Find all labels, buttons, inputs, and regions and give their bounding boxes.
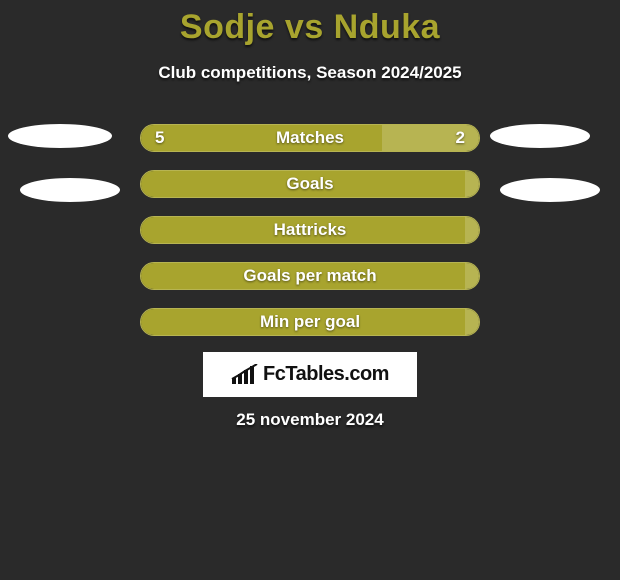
row-matches: 5 2 Matches [140,124,480,152]
brand-logo-text: FcTables.com [263,363,389,386]
bars-icon [231,364,259,386]
bar-left-segment [141,171,465,197]
bar-track: 5 2 [140,124,480,152]
bar-right-segment [465,263,479,289]
bar-right-segment [465,217,479,243]
bar-right-segment [465,309,479,335]
player-right-badge-1 [490,124,590,148]
row-hattricks: Hattricks [140,216,480,244]
subtitle: Club competitions, Season 2024/2025 [0,63,620,83]
bar-right-value: 2 [456,128,465,148]
brand-logo: FcTables.com [231,363,389,386]
row-min-per-goal: Min per goal [140,308,480,336]
row-goals-per-match: Goals per match [140,262,480,290]
row-goals: Goals [140,170,480,198]
bar-left-segment [141,309,465,335]
bar-right-segment: 2 [382,125,479,151]
bar-track [140,262,480,290]
page-title: Sodje vs Nduka [0,8,620,47]
comparison-canvas: Sodje vs Nduka Club competitions, Season… [0,0,620,580]
bar-track [140,308,480,336]
bar-left-segment: 5 [141,125,382,151]
bar-track [140,216,480,244]
player-right-badge-2 [500,178,600,202]
bar-left-segment [141,263,465,289]
bar-left-value: 5 [155,128,164,148]
player-left-badge-2 [20,178,120,202]
brand-logo-box: FcTables.com [203,352,417,397]
bar-right-segment [465,171,479,197]
player-left-badge-1 [8,124,112,148]
bar-track [140,170,480,198]
date-label: 25 november 2024 [0,410,620,430]
bar-left-segment [141,217,465,243]
